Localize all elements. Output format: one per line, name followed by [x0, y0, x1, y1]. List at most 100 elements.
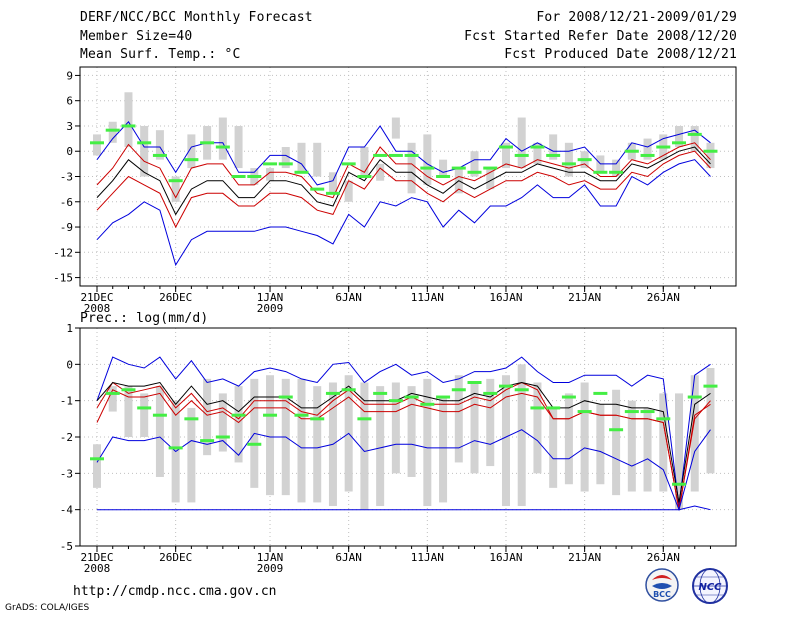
ensemble-box: [659, 393, 668, 492]
ensemble-box: [376, 163, 385, 181]
series-mean: [96, 381, 711, 503]
ensemble-box: [627, 400, 636, 492]
obs-marker: [640, 410, 655, 414]
x-tick-year: 2008: [84, 562, 111, 575]
obs-marker: [609, 170, 624, 174]
fcst-produced-label: Fcst Produced Date 2008/12/21: [504, 47, 737, 62]
obs-marker: [483, 166, 498, 170]
ensemble-box: [423, 134, 432, 185]
obs-marker: [577, 158, 592, 162]
obs-marker: [640, 153, 655, 157]
obs-marker: [609, 428, 624, 432]
obs-marker: [546, 406, 561, 410]
grads-credit: GrADS: COLA/IGES: [5, 603, 90, 613]
obs-marker: [152, 153, 167, 157]
member-size-label: Member Size=40: [80, 29, 193, 44]
ensemble-box: [690, 125, 699, 152]
ensemble-box: [407, 386, 416, 477]
y-tick-label: -3: [60, 467, 73, 480]
x-tick-label: 21JAN: [568, 291, 601, 304]
obs-marker: [137, 141, 152, 145]
x-tick-label: 16JAN: [489, 291, 522, 304]
ensemble-box: [203, 378, 212, 456]
series-mean: [96, 146, 711, 216]
obs-marker: [357, 417, 372, 421]
ensemble-box: [501, 142, 510, 169]
obs-marker: [703, 149, 718, 153]
ensemble-box: [360, 382, 369, 510]
series-min: [96, 429, 711, 512]
forecast-period-label: For 2008/12/21-2009/01/29: [536, 10, 737, 25]
ensemble-box: [187, 134, 196, 169]
ensemble-box: [486, 378, 495, 467]
ensemble-box: [564, 393, 573, 485]
obs-marker: [530, 406, 545, 410]
obs-marker: [357, 175, 372, 178]
x-tick-label: 1JAN: [257, 551, 284, 564]
ensemble-box: [675, 393, 684, 510]
ensemble-box: [675, 125, 684, 148]
obs-marker: [90, 141, 104, 145]
obs-marker: [672, 141, 687, 145]
y-tick-label: -2: [60, 431, 73, 444]
obs-marker: [121, 124, 136, 128]
y-tick-label: -6: [60, 196, 73, 209]
obs-marker: [656, 417, 671, 421]
ncc-logo-icon: NCC: [692, 568, 728, 604]
x-tick-label: 11JAN: [411, 291, 444, 304]
temperature-variable-label: Mean Surf. Temp.: °C: [80, 47, 241, 62]
obs-marker: [498, 384, 513, 388]
ensemble-box: [580, 382, 589, 492]
ensemble-box: [297, 142, 306, 173]
obs-marker: [514, 388, 529, 392]
ensemble-box: [155, 130, 164, 160]
obs-marker: [184, 417, 199, 421]
ensemble-box: [360, 147, 369, 177]
y-tick-label: -1: [60, 395, 73, 408]
obs-marker: [451, 166, 466, 170]
obs-marker: [278, 395, 293, 399]
obs-marker: [687, 395, 702, 399]
obs-marker: [325, 191, 340, 195]
ensemble-box: [391, 382, 400, 474]
ensemble-box: [706, 367, 715, 474]
ensemble-box: [218, 117, 227, 160]
series-min: [96, 159, 711, 267]
obs-marker: [656, 145, 671, 149]
obs-marker: [310, 417, 325, 421]
obs-marker: [593, 391, 608, 395]
ensemble-box: [124, 92, 133, 148]
obs-marker: [546, 153, 561, 157]
y-tick-label: 1: [66, 322, 73, 335]
obs-marker: [561, 395, 576, 399]
ensemble-box: [439, 397, 448, 503]
obs-marker: [121, 388, 136, 392]
obs-marker: [672, 482, 687, 486]
ensemble-box: [187, 407, 196, 503]
ensemble-box: [391, 117, 400, 139]
obs-marker: [420, 402, 435, 406]
x-tick-label: 21JAN: [568, 551, 601, 564]
ensemble-box: [108, 121, 117, 143]
y-tick-label: -12: [53, 246, 73, 259]
y-tick-label: -5: [60, 540, 73, 553]
ensemble-box: [517, 364, 526, 507]
ensemble-box: [218, 393, 227, 452]
obs-marker: [498, 145, 513, 149]
ensemble-box: [297, 378, 306, 503]
obs-marker: [514, 153, 529, 157]
obs-marker: [388, 399, 403, 403]
source-url[interactable]: http://cmdp.ncc.cma.gov.cn: [73, 584, 277, 599]
series-max: [96, 120, 711, 186]
ensemble-box: [423, 378, 432, 507]
ensemble-box: [486, 168, 495, 190]
obs-marker: [404, 153, 419, 157]
obs-marker: [420, 166, 435, 170]
ensemble-box: [108, 386, 117, 412]
obs-marker: [436, 175, 451, 178]
ensemble-box: [407, 142, 416, 194]
y-tick-label: 9: [66, 69, 73, 82]
ensemble-box: [281, 147, 290, 169]
obs-marker: [530, 145, 545, 149]
